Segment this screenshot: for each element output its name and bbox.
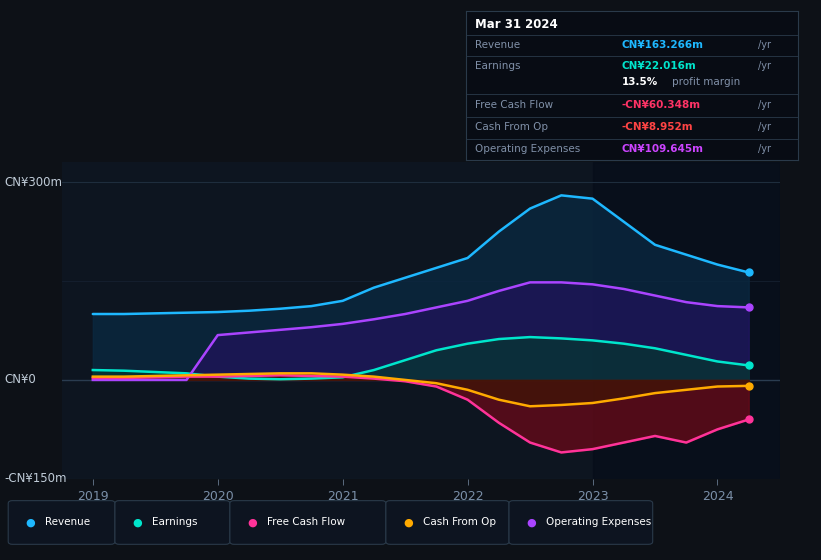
Text: Earnings: Earnings: [475, 61, 521, 71]
Text: ●: ●: [132, 517, 142, 528]
Text: Revenue: Revenue: [475, 40, 521, 50]
Text: /yr: /yr: [758, 144, 771, 154]
Text: ●: ●: [25, 517, 35, 528]
Text: /yr: /yr: [758, 100, 771, 110]
Bar: [593, 162, 780, 479]
Text: Free Cash Flow: Free Cash Flow: [267, 517, 345, 528]
Text: ●: ●: [526, 517, 536, 528]
Text: CN¥109.645m: CN¥109.645m: [621, 144, 704, 154]
Text: CN¥22.016m: CN¥22.016m: [621, 61, 696, 71]
Text: /yr: /yr: [758, 61, 771, 71]
Text: -CN¥8.952m: -CN¥8.952m: [621, 122, 694, 132]
Text: CN¥163.266m: CN¥163.266m: [621, 40, 704, 50]
Text: -CN¥60.348m: -CN¥60.348m: [621, 100, 701, 110]
Text: /yr: /yr: [758, 122, 771, 132]
Text: Operating Expenses: Operating Expenses: [546, 517, 651, 528]
Text: -CN¥150m: -CN¥150m: [4, 472, 67, 486]
Text: ●: ●: [403, 517, 413, 528]
Text: 13.5%: 13.5%: [621, 77, 658, 87]
Text: Revenue: Revenue: [45, 517, 90, 528]
Text: Mar 31 2024: Mar 31 2024: [475, 18, 558, 31]
Text: ●: ●: [247, 517, 257, 528]
Text: Cash From Op: Cash From Op: [423, 517, 496, 528]
Text: Earnings: Earnings: [152, 517, 197, 528]
Text: /yr: /yr: [758, 40, 771, 50]
Text: Cash From Op: Cash From Op: [475, 122, 548, 132]
Text: Free Cash Flow: Free Cash Flow: [475, 100, 553, 110]
Text: profit margin: profit margin: [672, 77, 740, 87]
Text: Operating Expenses: Operating Expenses: [475, 144, 580, 154]
Text: CN¥0: CN¥0: [4, 374, 36, 386]
Text: CN¥300m: CN¥300m: [4, 176, 62, 189]
